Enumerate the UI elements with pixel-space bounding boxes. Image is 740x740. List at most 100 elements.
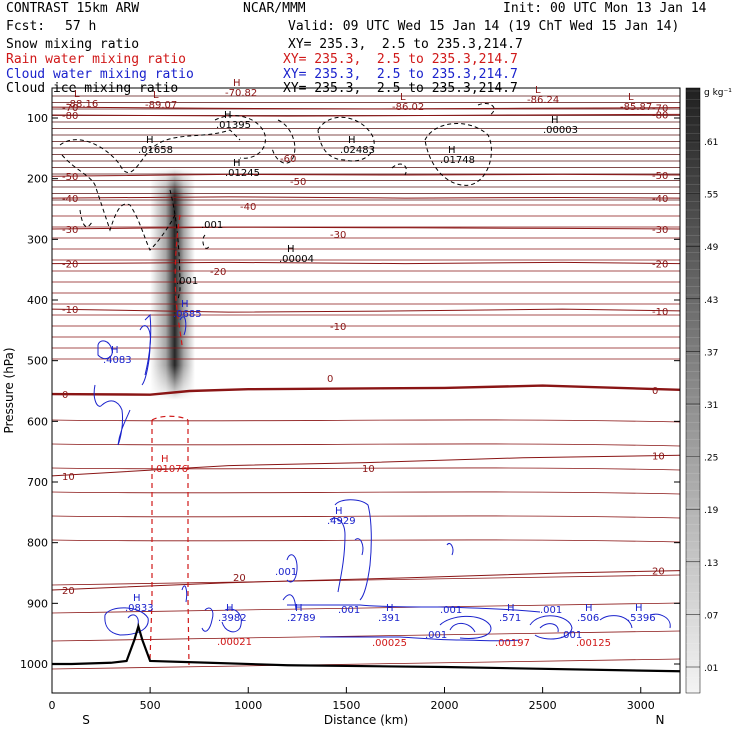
extreme-value: .00003	[543, 125, 578, 136]
extreme-marker: H	[507, 603, 515, 614]
extreme-value: .0685	[173, 309, 202, 320]
extreme-value: .506	[577, 613, 599, 624]
colorbar-label: .43	[704, 296, 718, 306]
temp-label: -30	[62, 225, 78, 236]
plot-frame	[51, 87, 681, 694]
contour-label-small: .001	[440, 605, 462, 616]
temp-contour-minor	[52, 491, 680, 495]
field-cloud-water-xy: XY= 235.3, 2.5 to 235.3,214.7	[283, 67, 518, 82]
extreme-value: -86.24	[527, 95, 559, 106]
contour-label-small: .001	[425, 630, 447, 641]
y-tick-label: 600	[27, 415, 48, 428]
temp-contour-minor	[52, 259, 680, 261]
y-tick-label: 700	[27, 476, 48, 489]
extreme-value: -88.16	[66, 99, 98, 110]
temp-label: -40	[240, 202, 256, 213]
temp-label: -50	[652, 171, 668, 182]
contour-label-small: .001	[540, 605, 562, 616]
extreme-value: .4929	[327, 516, 356, 527]
contour-label-small: .001	[201, 220, 223, 231]
extreme-value: .00004	[279, 254, 314, 265]
x-axis-label: Distance (km)	[324, 713, 408, 727]
y-tick-label: 100	[27, 112, 48, 125]
temp-label: 20	[62, 586, 75, 597]
temp-contour-minor	[52, 336, 680, 338]
extreme-marker: H	[233, 158, 241, 169]
temp-contour-minor	[52, 515, 680, 519]
temp-contour--70	[52, 106, 680, 110]
field-snow-xy: XY= 235.3, 2.5 to 235.3,214.7	[288, 37, 523, 52]
extreme-value: .00197	[495, 638, 530, 649]
extreme-marker: H	[335, 506, 343, 517]
extreme-marker: H	[146, 135, 154, 146]
temp-contour-minor	[52, 292, 680, 294]
extreme-value: .01658	[138, 145, 173, 156]
strat-contour	[52, 173, 680, 175]
colorbar-label: .01	[704, 664, 718, 674]
strat-contour	[52, 95, 680, 97]
strat-contour	[52, 127, 680, 130]
temp-contour-minor	[52, 314, 680, 316]
extreme-marker: H	[233, 78, 241, 89]
stratosphere-contours	[52, 95, 680, 670]
colorbar-label: .55	[704, 191, 718, 201]
temp-label: 0	[62, 390, 68, 401]
temp-contour-minor	[52, 658, 680, 670]
extreme-marker: H	[226, 603, 234, 614]
extreme-value: -89.07	[145, 100, 177, 111]
extreme-value: .01076	[153, 464, 188, 475]
extreme-marker: L	[628, 92, 634, 103]
model-title: CONTRAST 15km ARW	[6, 1, 140, 16]
strat-contour	[52, 147, 680, 149]
strat-contour	[52, 121, 680, 123]
extreme-value: .3982	[218, 613, 247, 624]
temp-label: -20	[652, 260, 668, 271]
x-tick-label: 2500	[529, 699, 557, 712]
temp-contour-minor	[52, 419, 680, 423]
contour-label-small: .001	[275, 567, 297, 578]
y-tick-label: 300	[27, 233, 48, 246]
y-tick-label: 500	[27, 355, 48, 368]
colorbar-label: .31	[704, 401, 718, 411]
extreme-value: .00125	[576, 638, 611, 649]
cloud-water-contours	[93, 313, 671, 642]
extreme-value: .571	[499, 613, 521, 624]
field-rain: Rain water mixing ratio	[6, 52, 187, 67]
colorbar-label: .61	[704, 138, 718, 148]
x-tick-label: 1000	[234, 699, 262, 712]
y-tick-label: 800	[27, 537, 48, 550]
extreme-marker: H	[111, 345, 119, 356]
field-rain-xy: XY= 235.3, 2.5 to 235.3,214.7	[283, 52, 518, 67]
y-axis-label: Pressure (hPa)	[2, 347, 16, 433]
temp-label: -50	[290, 177, 306, 188]
x-tick-label: 2000	[431, 699, 459, 712]
temp-contour--10	[52, 308, 680, 313]
temp-label: -20	[62, 260, 78, 271]
extreme-marker: H	[386, 603, 394, 614]
colorbar-label: .25	[704, 454, 718, 464]
extreme-value: .2789	[287, 613, 316, 624]
strat-contour	[52, 160, 680, 162]
temp-label: -30	[652, 225, 668, 236]
extreme-marker: L	[153, 90, 159, 101]
strat-contour	[52, 186, 680, 188]
extreme-marker: H	[551, 115, 559, 126]
colorbar-label: .19	[704, 506, 719, 516]
extreme-marker: L	[400, 92, 406, 103]
temp-contour--30	[52, 226, 680, 230]
extreme-value: .0833	[125, 603, 154, 614]
north-label: N	[656, 713, 665, 727]
extreme-value: .01245	[225, 168, 260, 179]
temp-label: -80	[62, 111, 78, 122]
extreme-value: -85.87	[620, 102, 652, 113]
contour-label-small: .001	[560, 630, 582, 641]
x-tick-label: 1500	[332, 699, 360, 712]
temp-label: -60	[280, 154, 296, 165]
temp-label: 20	[233, 573, 246, 584]
extreme-marker: H	[133, 593, 141, 604]
axes: 0 500 1000 1500 2000 2500 30001002003004005006…	[2, 112, 680, 727]
rain-contours	[149, 214, 190, 666]
temp-contour-minor	[52, 226, 680, 228]
extreme-marker: H	[295, 603, 303, 614]
